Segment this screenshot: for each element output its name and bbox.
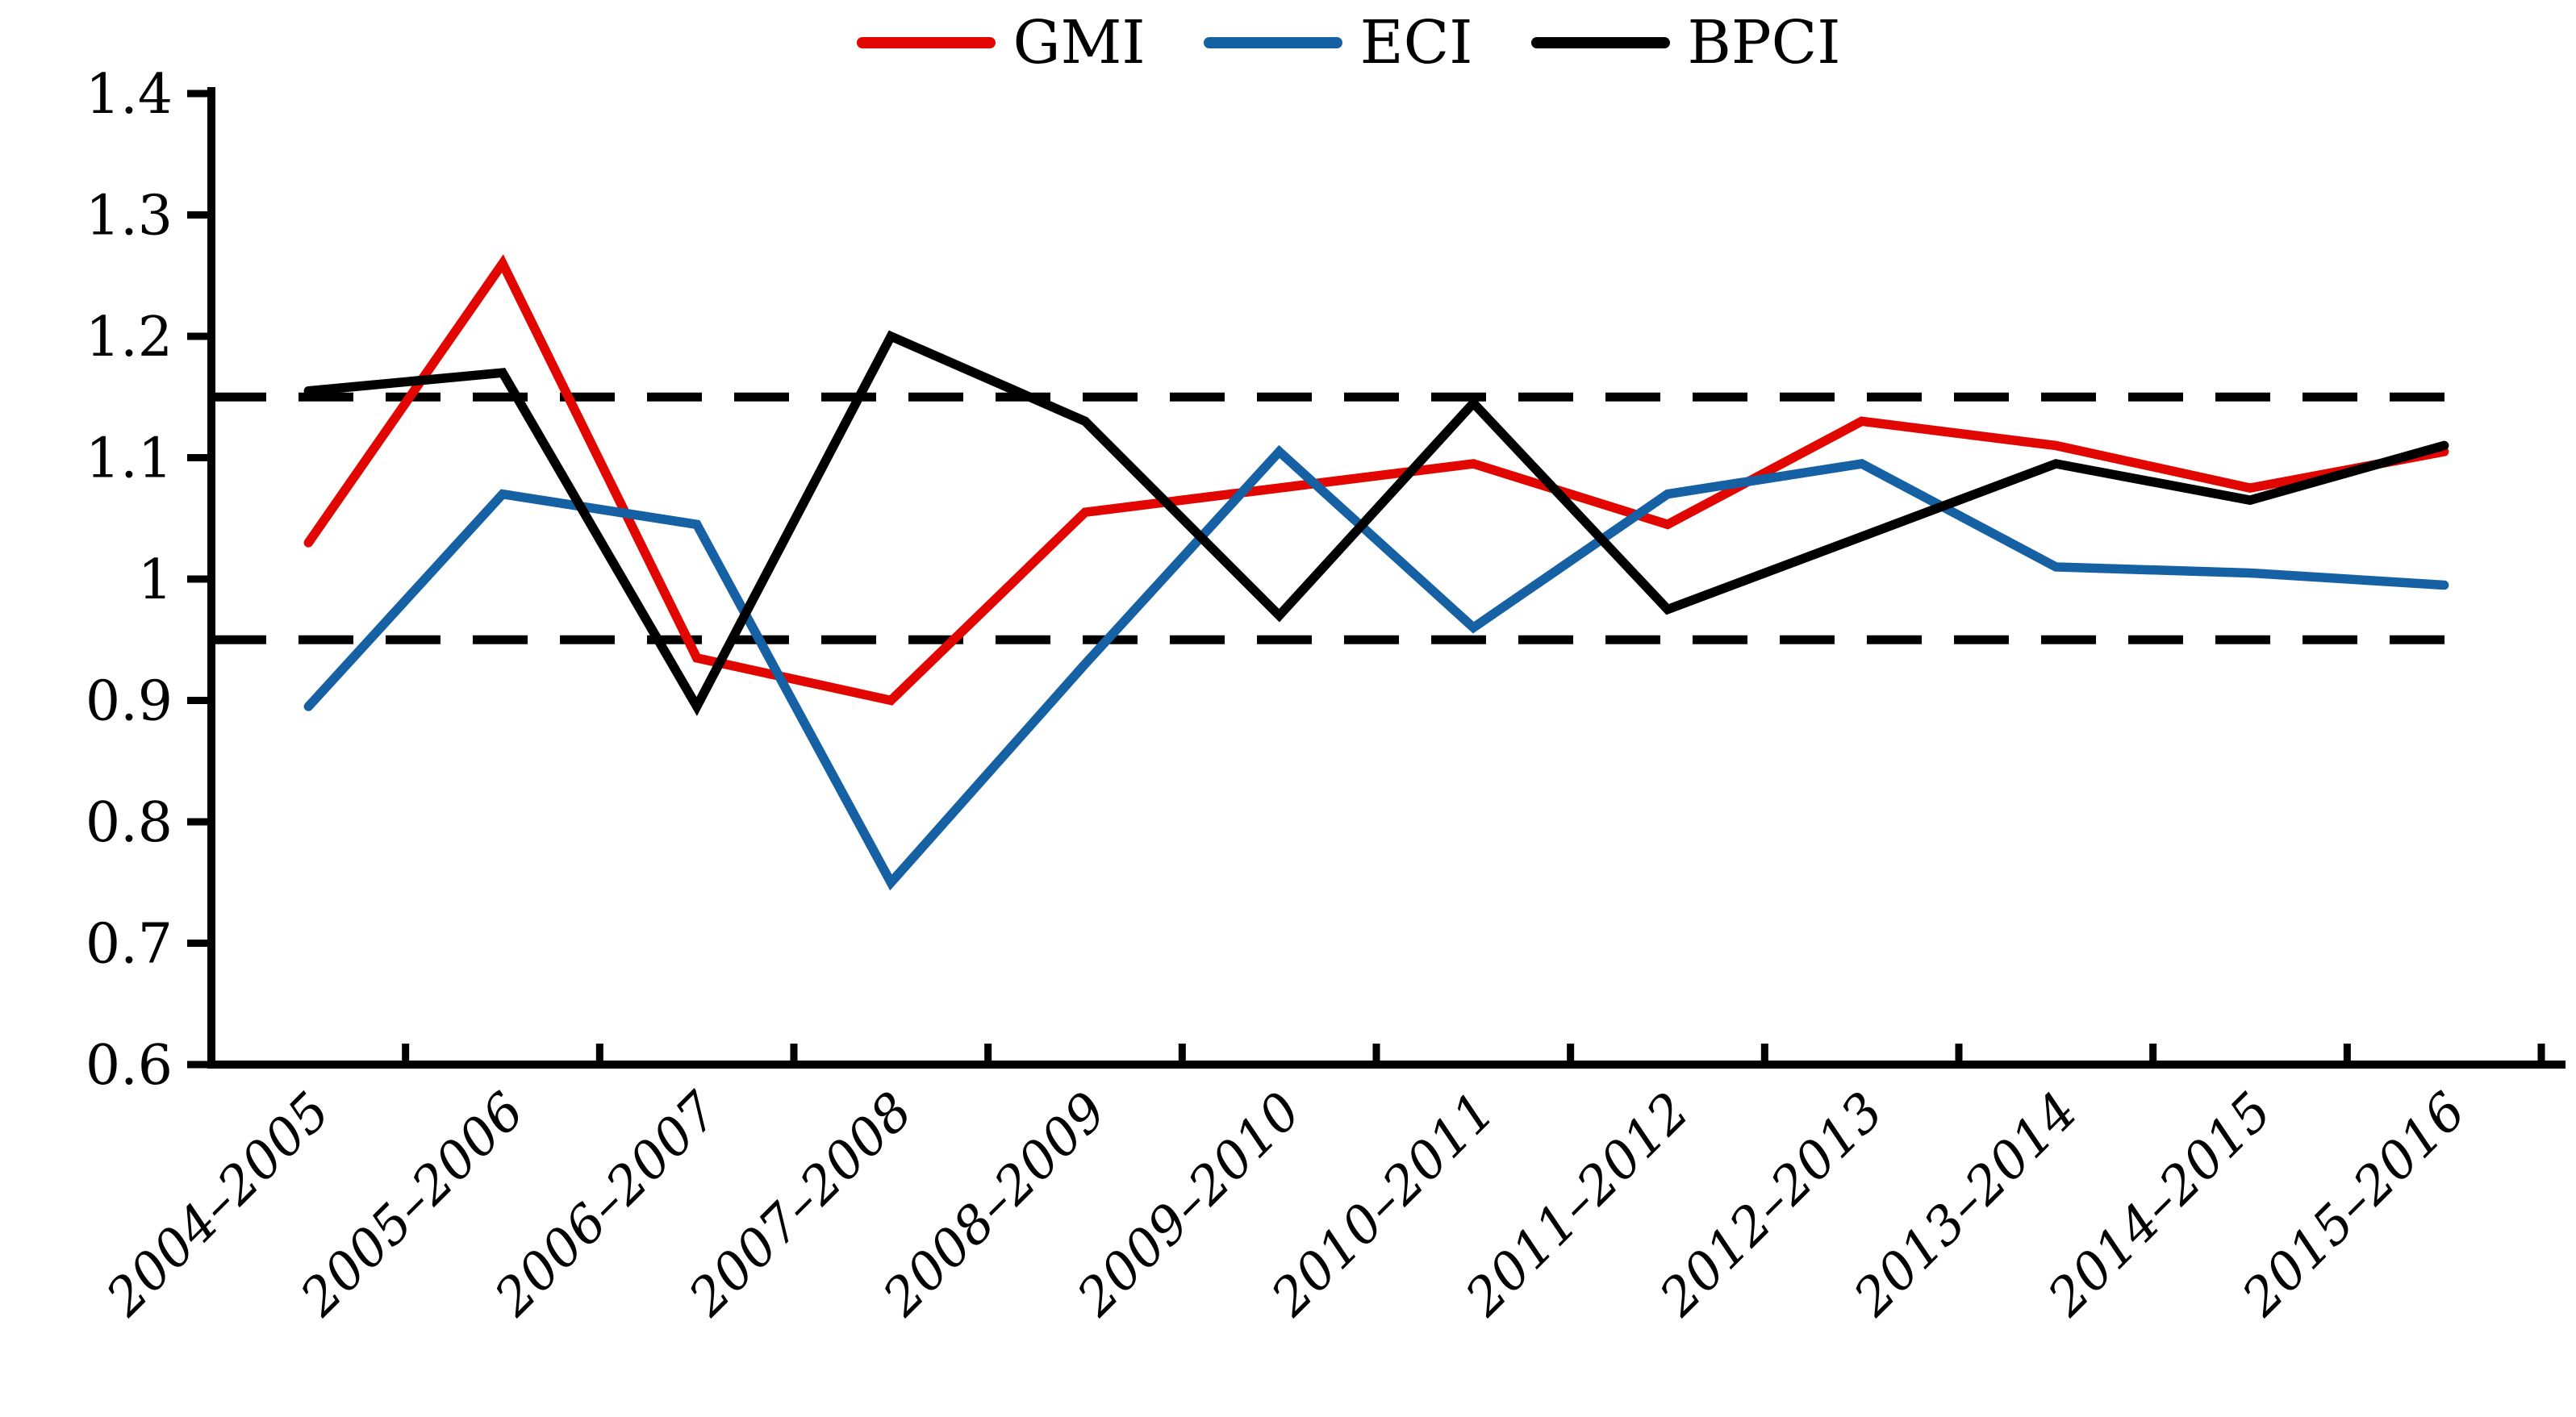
series-line-eci [303,444,2449,891]
legend-swatch-bpci [1530,37,1670,48]
y-tick-label: 1.1 [86,427,173,491]
series-line-gmi [303,254,2449,706]
y-tick-label: 0.6 [86,1034,173,1098]
legend-swatch-eci [1203,37,1342,48]
legend-item-gmi: GMI [856,8,1146,77]
y-tick-label: 1.4 [86,63,173,127]
y-tick-label: 0.8 [86,791,173,855]
legend-label-bpci: BPCI [1687,8,1841,77]
legend: GMI ECI BPCI [856,8,1841,77]
legend-label-eci: ECI [1359,8,1473,77]
legend-item-bpci: BPCI [1530,8,1841,77]
y-tick-label: 1 [138,548,173,612]
y-tick-label: 0.7 [86,913,173,977]
legend-item-eci: ECI [1203,8,1473,77]
series-line-bpci [303,330,2449,716]
y-tick-label: 0.9 [86,670,173,734]
legend-swatch-gmi [856,37,996,48]
legend-label-gmi: GMI [1012,8,1146,77]
y-tick-label: 1.3 [86,185,173,248]
y-tick-label: 1.2 [86,306,173,369]
